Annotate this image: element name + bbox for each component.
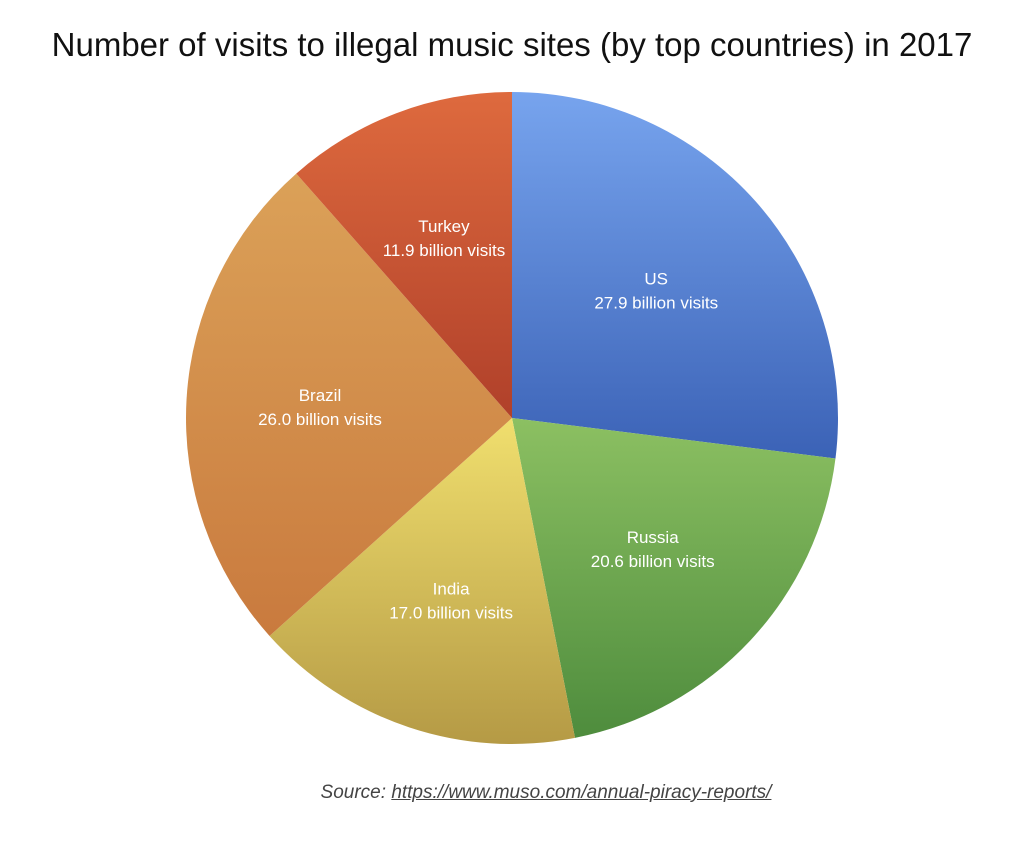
pie-slice-turkey [296, 92, 512, 418]
pie-slice-brazil [185, 173, 512, 636]
chart-title: Number of visits to illegal music sites … [51, 26, 973, 63]
slice-label-turkey: Turkey [418, 217, 470, 236]
pie-slice-russia [512, 418, 836, 738]
slice-label-us: US [644, 270, 668, 289]
slice-value-label-russia: 20.6 billion visits [591, 552, 715, 571]
slice-label-russia: Russia [627, 528, 680, 547]
source-note: Source: https://www.muso.com/annual-pira… [0, 782, 1024, 804]
slice-value-label-turkey: 11.9 billion visits [383, 241, 506, 260]
pie-slice-india [269, 418, 575, 744]
slice-value-label-us: 27.9 billion visits [594, 294, 718, 313]
source-link[interactable]: https://www.muso.com/annual-piracy-repor… [391, 782, 772, 803]
slice-value-label-india: 17.0 billion visits [389, 603, 513, 622]
source-prefix: Source: [320, 782, 392, 803]
slice-value-label-brazil: 26.0 billion visits [258, 410, 382, 429]
slice-label-brazil: Brazil [299, 386, 342, 405]
pie-slice-us [512, 92, 838, 459]
slice-label-india: India [433, 579, 470, 598]
